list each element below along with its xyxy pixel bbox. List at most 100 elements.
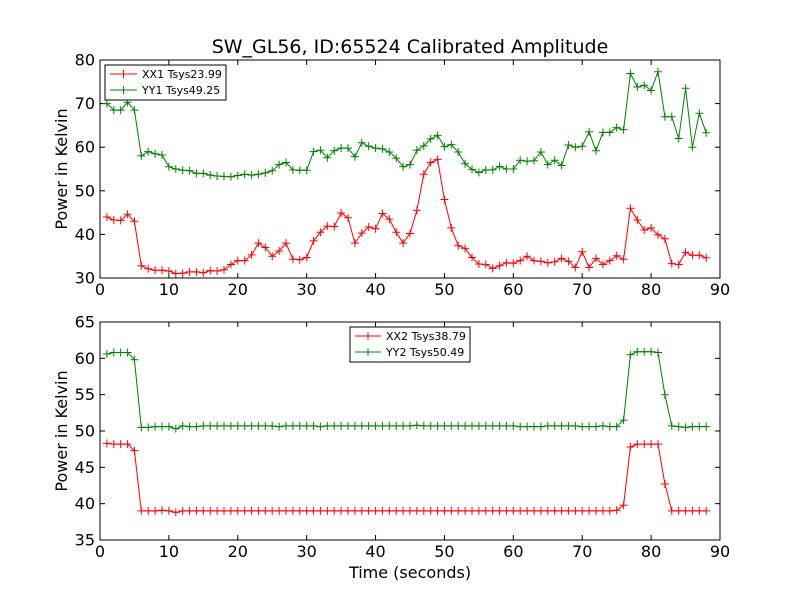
data-point <box>164 267 173 275</box>
data-point <box>378 421 387 430</box>
data-point <box>399 506 408 515</box>
data-point <box>481 165 490 174</box>
data-point <box>433 155 442 164</box>
data-point <box>695 109 704 118</box>
data-point <box>158 422 166 431</box>
data-point <box>102 213 111 221</box>
data-point <box>530 156 538 165</box>
data-point <box>578 142 587 151</box>
data-point <box>192 267 201 276</box>
data-point <box>233 421 242 430</box>
data-point <box>598 260 607 269</box>
data-point <box>419 421 428 430</box>
legend-box <box>349 326 471 363</box>
data-point <box>116 440 125 449</box>
data-point <box>571 263 580 272</box>
data-point <box>185 422 194 431</box>
data-point <box>440 195 449 204</box>
data-point <box>399 162 408 171</box>
data-point <box>454 506 463 515</box>
data-point <box>275 422 284 431</box>
y-tick-label: 30 <box>75 269 95 288</box>
data-point <box>151 422 160 431</box>
data-point <box>102 439 111 448</box>
data-point <box>612 123 621 132</box>
data-point <box>164 506 173 515</box>
data-point <box>213 421 222 430</box>
data-point <box>275 506 284 515</box>
data-point <box>523 506 532 515</box>
data-point <box>247 250 256 259</box>
data-point <box>633 216 642 224</box>
data-point <box>681 248 690 257</box>
data-point <box>488 165 497 174</box>
data-point <box>461 159 470 168</box>
data-point <box>647 347 656 356</box>
data-point <box>619 416 628 425</box>
legend-label-yy2: YY2 Tsys50.49 <box>385 346 464 359</box>
data-point <box>261 421 270 430</box>
data-point <box>488 506 497 515</box>
data-point <box>557 506 566 515</box>
data-point <box>330 506 339 515</box>
data-point <box>295 421 304 430</box>
data-point <box>213 506 222 515</box>
data-point <box>516 422 525 431</box>
data-point <box>454 241 463 250</box>
data-point <box>509 421 518 430</box>
data-point <box>585 127 594 136</box>
data-point <box>371 421 380 430</box>
data-point <box>633 440 642 449</box>
data-point <box>254 239 263 248</box>
legend-marker-yy1 <box>119 86 128 94</box>
data-point <box>282 158 290 167</box>
data-point <box>220 421 228 430</box>
x-tick-label: 10 <box>159 280 179 299</box>
data-point <box>192 506 201 515</box>
data-point <box>123 440 132 449</box>
data-point <box>282 239 290 248</box>
data-point <box>557 421 566 430</box>
data-point <box>412 146 421 155</box>
data-point <box>592 254 600 263</box>
legend-marker-xx2 <box>364 332 372 340</box>
data-point <box>509 506 518 515</box>
data-point <box>481 421 490 430</box>
data-point <box>557 254 566 263</box>
data-point <box>151 506 160 515</box>
data-point <box>378 506 387 515</box>
data-point <box>654 67 662 76</box>
data-point <box>254 421 263 430</box>
data-point <box>550 257 559 266</box>
data-point <box>226 260 235 269</box>
data-point <box>688 143 697 152</box>
data-point <box>378 144 387 153</box>
data-point <box>419 170 428 179</box>
data-point <box>109 440 118 449</box>
data-point <box>564 506 573 515</box>
data-point <box>647 223 656 232</box>
data-point <box>226 172 235 181</box>
data-point <box>495 506 504 515</box>
data-point <box>612 251 621 260</box>
data-point <box>433 421 442 430</box>
data-point <box>654 230 662 239</box>
data-point <box>495 421 504 430</box>
data-point <box>192 169 201 178</box>
data-point <box>295 255 304 264</box>
data-point <box>137 151 146 160</box>
data-point <box>123 210 132 219</box>
data-point <box>364 421 373 430</box>
data-point <box>626 69 635 78</box>
data-point <box>350 421 359 430</box>
x-tick-label: 30 <box>296 542 316 561</box>
axis-ticks: 0 10 20 30 40 50 60 70 80 90 30 40 50 60 70 80 <box>75 51 731 300</box>
data-point <box>550 506 559 515</box>
data-point <box>578 422 587 431</box>
data-point <box>543 160 552 169</box>
data-point <box>199 169 208 178</box>
data-point <box>660 112 669 121</box>
y-tick-label: 70 <box>75 94 95 113</box>
data-point <box>412 421 421 430</box>
data-point <box>185 166 194 175</box>
